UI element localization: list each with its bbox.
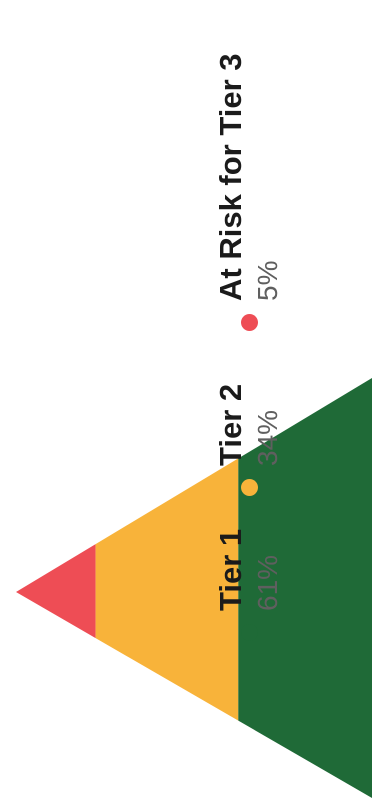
legend-dot-tier2 [241,479,258,496]
legend-dot-tier1 [241,624,258,641]
legend-value-tier3: 5% [252,260,283,301]
legend-dot-tier3 [241,314,258,331]
legend-value-tier1: 61% [252,554,283,611]
legend-label-tier2: Tier 2 [213,383,248,466]
legend-label-tier3: At Risk for Tier 3 [213,53,248,301]
legend-label-tier1: Tier 1 [213,528,248,611]
pyramid-band-tier2 [95,458,239,721]
pyramid-band-tier1 [238,378,372,798]
legend-value-tier2: 34% [252,409,283,466]
legend: At Risk for Tier 3 5% Tier 2 34% Tier 1 … [0,53,283,806]
pyramid-band-tier3 [16,544,96,639]
